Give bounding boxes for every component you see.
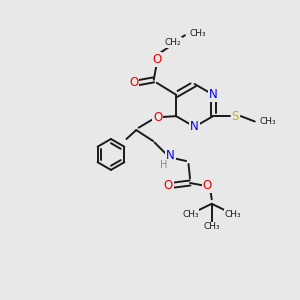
Text: N: N (166, 149, 175, 162)
Text: O: O (202, 179, 212, 192)
Text: O: O (164, 179, 173, 192)
Text: CH₃: CH₃ (259, 117, 276, 126)
Text: CH₃: CH₃ (225, 210, 242, 219)
Text: CH₂: CH₂ (164, 38, 181, 47)
Text: CH₃: CH₃ (182, 210, 199, 219)
Text: CH₃: CH₃ (203, 223, 220, 232)
Text: N: N (190, 120, 199, 133)
Text: N: N (209, 88, 218, 101)
Text: O: O (129, 76, 139, 89)
Text: O: O (153, 111, 162, 124)
Text: H: H (160, 160, 167, 170)
Text: S: S (232, 110, 239, 123)
Text: CH₃: CH₃ (189, 29, 206, 38)
Text: O: O (152, 53, 161, 66)
